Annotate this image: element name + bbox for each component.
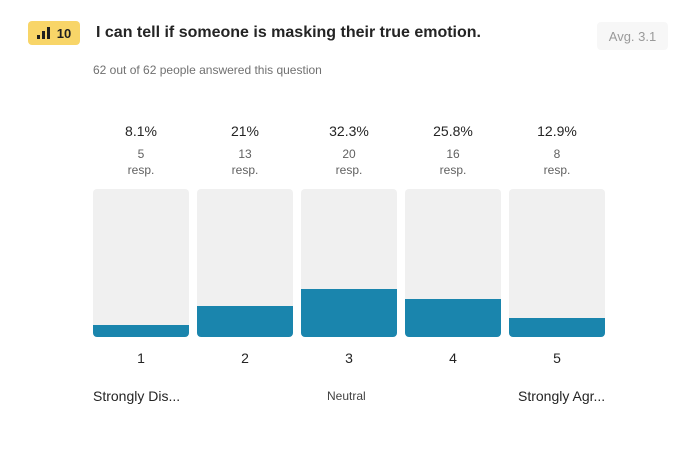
- bar-chart-icon: [36, 27, 50, 39]
- percent-label: 12.9%: [537, 123, 577, 139]
- scale-number: 5: [553, 350, 561, 366]
- bar: [93, 325, 189, 337]
- bar-track: [509, 189, 605, 337]
- scale-label-low: Strongly Dis...: [93, 388, 181, 404]
- percent-label: 8.1%: [125, 123, 157, 139]
- response-count: 16: [446, 147, 460, 161]
- bar: [197, 306, 293, 337]
- answered-count: 62 out of 62 people answered this questi…: [93, 63, 322, 77]
- response-unit: resp.: [231, 163, 259, 177]
- bar-track: [93, 189, 189, 337]
- response-count: 13: [238, 147, 252, 161]
- response-unit: resp.: [543, 163, 571, 177]
- percent-label: 21%: [230, 123, 260, 139]
- scale-number: 4: [449, 350, 457, 366]
- question-number: 10: [56, 25, 72, 41]
- response-count: 20: [342, 147, 356, 161]
- bar: [405, 299, 501, 337]
- bar-track: [301, 189, 397, 337]
- scale-label-high: Strongly Agr...: [518, 388, 606, 404]
- scale-number: 1: [137, 350, 145, 366]
- bar-track: [197, 189, 293, 337]
- response-unit: resp.: [335, 163, 363, 177]
- bar: [509, 318, 605, 337]
- response-count: 5: [137, 147, 145, 161]
- scale-number: 3: [345, 350, 353, 366]
- scale-label-mid: Neutral: [327, 389, 366, 403]
- percent-label: 32.3%: [329, 123, 369, 139]
- question-number-badge: 10: [28, 21, 80, 45]
- average-badge: Avg. 3.1: [597, 22, 668, 50]
- percent-label: 25.8%: [433, 123, 473, 139]
- response-unit: resp.: [127, 163, 155, 177]
- response-count: 8: [553, 147, 561, 161]
- bar: [301, 289, 397, 337]
- question-title: I can tell if someone is masking their t…: [96, 24, 481, 41]
- bar-track: [405, 189, 501, 337]
- scale-number: 2: [241, 350, 249, 366]
- response-unit: resp.: [439, 163, 467, 177]
